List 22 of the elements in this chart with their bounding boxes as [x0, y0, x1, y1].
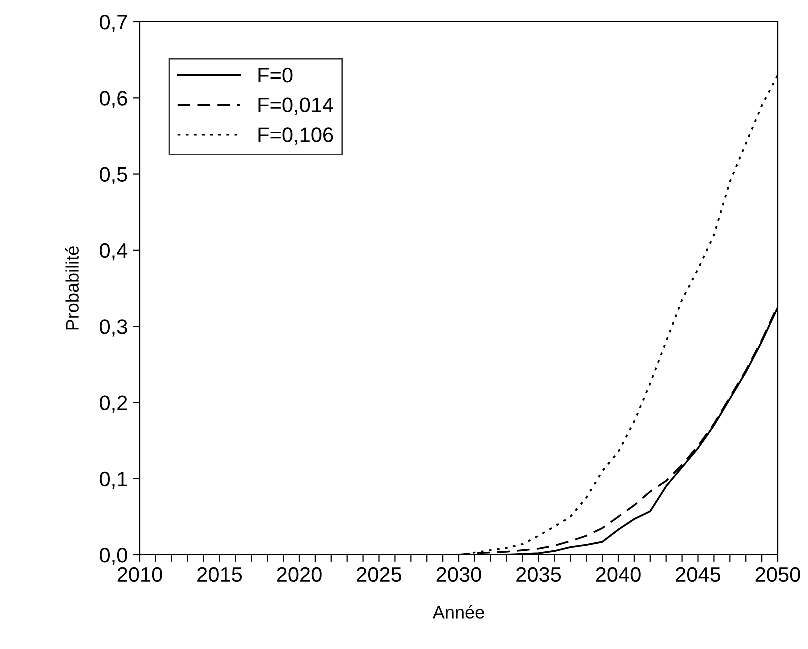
x-tick-label: 2045	[676, 567, 721, 582]
x-tick-label: 2035	[516, 567, 562, 582]
x-tick-label: 2010	[118, 567, 162, 582]
y-tick-label: 0,4	[100, 243, 128, 261]
legend-label: F=0,106	[258, 128, 334, 145]
y-tick-label: 0,6	[100, 91, 128, 108]
y-tick-label: 0,5	[100, 167, 128, 184]
x-tick-label: 2030	[436, 567, 482, 582]
y-tick-label: 0,0	[100, 548, 128, 566]
x-tick-label: 2040	[596, 567, 641, 582]
y-tick-label: 0,7	[100, 15, 128, 32]
legend-label: F=0	[258, 68, 293, 83]
y-tick-label: 0,1	[100, 472, 128, 490]
x-tick-label: 2020	[277, 567, 322, 582]
y-tick-label: 0,3	[100, 320, 128, 337]
y-axis-title: Probabilité	[66, 246, 79, 330]
legend-label: F=0,014	[258, 98, 334, 115]
x-tick-label: 2015	[198, 567, 242, 582]
y-tick-label: 0,2	[100, 396, 128, 413]
x-axis-title: Année	[432, 605, 484, 619]
x-tick-label: 2025	[357, 567, 402, 582]
x-tick-label: 2050	[756, 567, 800, 582]
